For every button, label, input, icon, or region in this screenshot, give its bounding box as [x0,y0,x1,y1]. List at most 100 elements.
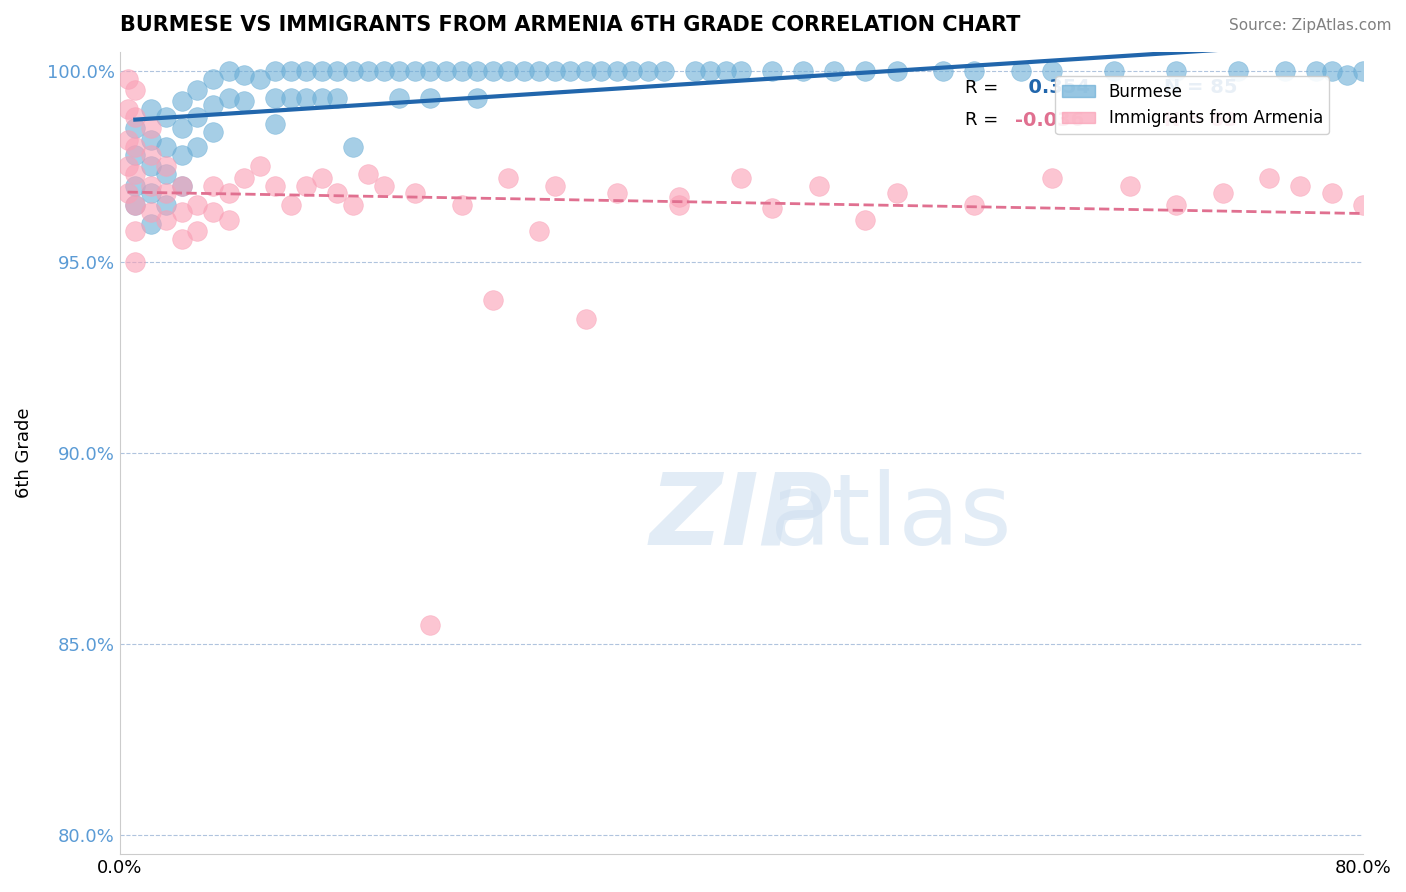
Y-axis label: 6th Grade: 6th Grade [15,408,32,499]
Point [1274,64,1296,78]
Point [699,64,721,78]
Point [730,64,752,78]
Point [186,224,208,238]
Point [117,133,139,147]
Point [249,160,271,174]
Point [450,197,472,211]
Point [652,64,675,78]
Point [170,178,193,193]
Point [512,64,534,78]
Point [326,64,349,78]
Point [280,91,302,105]
Point [434,64,457,78]
Point [342,140,364,154]
Point [481,293,503,308]
Point [1320,64,1343,78]
Point [170,148,193,162]
Point [201,98,224,112]
Point [1010,64,1032,78]
Point [575,312,598,326]
Point [1166,197,1188,211]
Point [637,64,659,78]
Point [155,160,177,174]
Point [1305,64,1327,78]
Point [1320,186,1343,201]
Point [155,110,177,124]
Point [155,213,177,227]
Point [342,64,364,78]
Point [264,64,287,78]
Point [823,64,845,78]
Point [124,178,146,193]
Point [218,91,240,105]
Text: R =: R = [965,111,1004,129]
Point [761,64,783,78]
Point [170,121,193,136]
Point [139,148,162,162]
Point [668,190,690,204]
Point [124,148,146,162]
Point [233,68,256,82]
Point [807,178,830,193]
Point [233,95,256,109]
Point [932,64,955,78]
Text: ZIP: ZIP [650,468,832,566]
Point [450,64,472,78]
Point [1336,68,1358,82]
Point [155,186,177,201]
Point [683,64,706,78]
Point [1166,64,1188,78]
Point [342,197,364,211]
Point [575,64,598,78]
Point [1227,64,1250,78]
Text: Source: ZipAtlas.com: Source: ZipAtlas.com [1229,18,1392,33]
Point [357,64,380,78]
Point [311,170,333,185]
Point [201,71,224,86]
Point [117,160,139,174]
Point [373,64,395,78]
Point [621,64,644,78]
Point [117,102,139,116]
Point [201,178,224,193]
Text: -0.036: -0.036 [1015,111,1084,129]
Point [124,83,146,97]
Point [357,167,380,181]
Text: BURMESE VS IMMIGRANTS FROM ARMENIA 6TH GRADE CORRELATION CHART: BURMESE VS IMMIGRANTS FROM ARMENIA 6TH G… [120,15,1021,35]
Point [139,178,162,193]
Point [124,197,146,211]
Text: atlas: atlas [769,468,1011,566]
Point [855,213,877,227]
Point [170,178,193,193]
Text: 0.354: 0.354 [1015,78,1090,97]
Point [124,110,146,124]
Point [218,213,240,227]
Text: N = 63: N = 63 [1164,111,1237,129]
Point [124,255,146,269]
Point [404,64,426,78]
Point [170,95,193,109]
Point [311,91,333,105]
Point [295,64,318,78]
Point [730,170,752,185]
Point [544,178,567,193]
Point [280,64,302,78]
Point [544,64,567,78]
Point [117,186,139,201]
Point [249,71,271,86]
Point [496,64,519,78]
Legend: Burmese, Immigrants from Armenia: Burmese, Immigrants from Armenia [1054,76,1330,134]
Point [155,197,177,211]
Point [326,91,349,105]
Point [1351,197,1374,211]
Point [139,133,162,147]
Point [388,91,411,105]
Point [1351,64,1374,78]
Point [201,125,224,139]
Point [117,71,139,86]
Point [264,178,287,193]
Point [124,140,146,154]
Point [481,64,503,78]
Point [139,186,162,201]
Point [1040,64,1063,78]
